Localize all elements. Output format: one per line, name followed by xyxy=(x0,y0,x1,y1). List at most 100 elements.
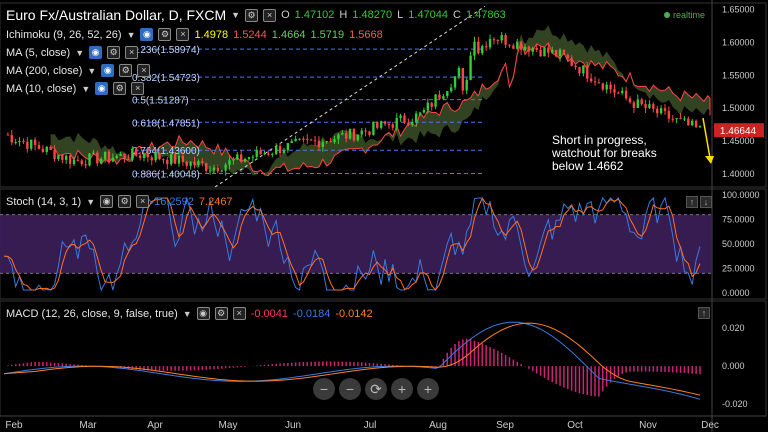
macd-signal-value: -0.0142 xyxy=(335,307,373,320)
candle-body xyxy=(302,138,305,140)
candle-body xyxy=(624,90,628,99)
ohlc-high-label: H xyxy=(339,9,348,21)
eye-icon[interactable]: ◉ xyxy=(196,307,210,320)
ohlc-close-value: 1.47863 xyxy=(465,9,506,21)
macd-pane-controls[interactable]: ↑ xyxy=(696,307,710,319)
candle-body xyxy=(628,98,632,103)
candle-body xyxy=(656,108,659,114)
candle-body xyxy=(154,152,157,161)
candle-body xyxy=(449,87,453,92)
settings-icon[interactable]: ⚙ xyxy=(214,307,228,320)
ichimoku-spanB-value: 1.5668 xyxy=(349,28,383,41)
close-icon[interactable]: × xyxy=(137,64,151,77)
ma200-legend[interactable]: MA (200, close) ▼ ◉ ⚙ × xyxy=(6,64,151,77)
candle-body xyxy=(617,92,620,94)
ma5-legend[interactable]: MA (5, close) ▼ ◉ ⚙ × xyxy=(6,46,139,59)
eye-icon[interactable]: ◉ xyxy=(100,195,114,208)
candle-body xyxy=(236,154,239,160)
chevron-down-icon[interactable]: ▼ xyxy=(86,196,96,207)
candle-body xyxy=(333,139,336,143)
candle-body xyxy=(306,138,309,140)
chevron-down-icon[interactable]: ▼ xyxy=(81,83,91,94)
stoch-legend[interactable]: Stoch (14, 3, 1) ▼ ◉ ⚙ × 16.2592 7.2467 xyxy=(6,195,233,208)
ohlc-low-value: 1.47044 xyxy=(408,9,449,21)
realtime-dot-icon xyxy=(664,12,670,18)
candle-body xyxy=(259,150,262,155)
candle-body xyxy=(309,139,313,141)
settings-icon[interactable]: ⚙ xyxy=(113,82,127,95)
candle-body xyxy=(671,118,674,120)
zoom-out-button[interactable]: − xyxy=(313,378,335,400)
ma10-label[interactable]: MA (10, close) xyxy=(6,82,77,95)
candle-body xyxy=(76,159,80,161)
eye-icon[interactable]: ◉ xyxy=(95,82,109,95)
candle-body xyxy=(271,153,274,155)
settings-icon[interactable]: ⚙ xyxy=(245,8,259,22)
ichimoku-label[interactable]: Ichimoku (9, 26, 52, 26) xyxy=(6,28,122,41)
close-icon[interactable]: × xyxy=(136,195,150,208)
scroll-left-button[interactable]: − xyxy=(339,378,361,400)
candle-body xyxy=(414,113,418,122)
zoom-controls[interactable]: − − ⟳ + + xyxy=(313,378,439,400)
chevron-down-icon[interactable]: ▼ xyxy=(126,29,136,40)
candle-body xyxy=(131,148,134,160)
arrow-down-icon[interactable]: ↓ xyxy=(700,196,712,208)
ma200-label[interactable]: MA (200, close) xyxy=(6,64,83,77)
settings-icon[interactable]: ⚙ xyxy=(158,28,172,41)
macd-legend[interactable]: MACD (12, 26, close, 9, false, true) ▼ ◉… xyxy=(6,307,373,320)
close-icon[interactable]: × xyxy=(176,28,190,41)
candle-body xyxy=(593,81,597,83)
candle-body xyxy=(383,121,387,124)
candle-body xyxy=(282,150,286,154)
macd-label[interactable]: MACD (12, 26, close, 9, false, true) xyxy=(6,307,178,320)
close-icon[interactable]: × xyxy=(263,8,277,22)
candle-body xyxy=(45,146,48,152)
candle-body xyxy=(372,121,375,135)
stoch-tick-label: 100.0000 xyxy=(722,190,760,200)
ma5-label[interactable]: MA (5, close) xyxy=(6,46,71,59)
arrow-up-icon[interactable]: ↑ xyxy=(698,307,710,319)
candle-body xyxy=(687,118,690,126)
arrow-up-icon[interactable]: ↑ xyxy=(686,196,698,208)
settings-icon[interactable]: ⚙ xyxy=(118,195,132,208)
chart-title[interactable]: Euro Fx/Australian Dollar, D, FXCM xyxy=(6,7,227,23)
chevron-down-icon[interactable]: ▼ xyxy=(75,47,85,58)
macd-tick-label: -0.020 xyxy=(722,399,748,409)
eye-icon[interactable]: ◉ xyxy=(101,64,115,77)
close-icon[interactable]: × xyxy=(131,82,145,95)
price-tick-label: 1.50000 xyxy=(722,103,755,113)
reset-button[interactable]: ⟳ xyxy=(365,378,387,400)
chevron-down-icon[interactable]: ▼ xyxy=(182,308,192,319)
ichimoku-legend[interactable]: Ichimoku (9, 26, 52, 26) ▼ ◉ ⚙ × 1.4978 … xyxy=(6,28,383,41)
ma10-legend[interactable]: MA (10, close) ▼ ◉ ⚙ × xyxy=(6,82,145,95)
zoom-in-button[interactable]: + xyxy=(417,378,439,400)
settings-icon[interactable]: ⚙ xyxy=(107,46,121,59)
candle-body xyxy=(232,159,235,161)
eye-icon[interactable]: ◉ xyxy=(140,28,154,41)
candle-body xyxy=(72,159,76,164)
close-icon[interactable]: × xyxy=(125,46,139,59)
candle-body xyxy=(169,153,173,165)
time-tick-label: Jul xyxy=(364,420,377,431)
candle-body xyxy=(96,152,99,164)
macd-tick-label: 0.000 xyxy=(722,361,745,371)
eye-icon[interactable]: ◉ xyxy=(89,46,103,59)
chevron-down-icon[interactable]: ▼ xyxy=(87,65,97,76)
candle-body xyxy=(181,155,185,163)
scroll-right-button[interactable]: + xyxy=(391,378,413,400)
stoch-label[interactable]: Stoch (14, 3, 1) xyxy=(6,195,82,208)
candle-body xyxy=(290,141,293,144)
close-icon[interactable]: × xyxy=(232,307,246,320)
time-tick-label: Mar xyxy=(79,420,97,431)
candle-body xyxy=(142,153,146,158)
time-tick-label: Jun xyxy=(285,420,301,431)
candle-body xyxy=(601,83,604,90)
chevron-down-icon[interactable]: ▼ xyxy=(231,10,241,20)
stoch-pane-controls[interactable]: ↑ ↓ xyxy=(684,196,712,208)
settings-icon[interactable]: ⚙ xyxy=(119,64,133,77)
candle-body xyxy=(329,141,332,143)
candle-body xyxy=(239,154,243,162)
candle-body xyxy=(189,161,192,166)
stoch-k-value: 16.2592 xyxy=(154,195,194,208)
